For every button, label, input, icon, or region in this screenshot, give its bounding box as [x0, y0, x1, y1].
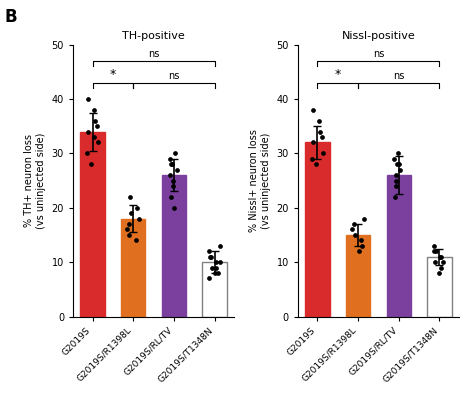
- Point: [318, 134, 326, 140]
- Point: [217, 243, 224, 249]
- Point: [166, 172, 173, 178]
- Point: [84, 128, 92, 135]
- Point: [215, 270, 222, 276]
- Bar: [305, 142, 329, 316]
- Point: [206, 275, 213, 282]
- Point: [356, 248, 363, 255]
- Point: [172, 150, 179, 156]
- Point: [171, 205, 178, 211]
- Point: [212, 259, 219, 265]
- Point: [351, 232, 358, 238]
- Point: [166, 156, 174, 162]
- Point: [315, 117, 322, 124]
- Point: [91, 117, 99, 124]
- Point: [437, 265, 445, 271]
- Point: [211, 270, 219, 276]
- Point: [350, 221, 358, 227]
- Point: [126, 194, 134, 200]
- Bar: [162, 175, 186, 316]
- Point: [127, 210, 135, 216]
- Point: [358, 243, 366, 249]
- Point: [134, 205, 141, 211]
- Text: B: B: [5, 8, 18, 26]
- Point: [394, 150, 401, 156]
- Point: [126, 221, 133, 227]
- Point: [360, 215, 367, 222]
- Point: [432, 259, 439, 265]
- Text: ns: ns: [168, 71, 180, 81]
- Point: [393, 161, 401, 168]
- Point: [392, 172, 400, 178]
- Point: [430, 243, 438, 249]
- Point: [83, 150, 91, 156]
- Point: [168, 161, 175, 168]
- Point: [207, 253, 214, 260]
- Point: [308, 156, 316, 162]
- Point: [84, 96, 92, 102]
- Point: [392, 177, 400, 184]
- Point: [90, 107, 98, 113]
- Bar: [81, 132, 105, 316]
- Point: [316, 128, 324, 135]
- Point: [170, 177, 177, 184]
- Point: [439, 259, 447, 265]
- Bar: [427, 257, 452, 316]
- Text: ns: ns: [148, 49, 159, 59]
- Point: [391, 156, 398, 162]
- Bar: [386, 175, 411, 316]
- Point: [168, 194, 175, 200]
- Text: *: *: [110, 68, 116, 81]
- Y-axis label: % Nissl+ neuron loss
(vs uninjected side): % Nissl+ neuron loss (vs uninjected side…: [249, 129, 271, 232]
- Point: [430, 248, 438, 255]
- Point: [310, 107, 317, 113]
- Point: [357, 237, 365, 243]
- Point: [94, 139, 102, 146]
- Point: [169, 183, 177, 189]
- Point: [391, 194, 399, 200]
- Point: [348, 226, 356, 233]
- Text: ns: ns: [393, 71, 404, 81]
- Point: [432, 248, 439, 255]
- Point: [212, 265, 220, 271]
- Point: [395, 161, 403, 168]
- Point: [206, 253, 214, 260]
- Point: [93, 123, 101, 129]
- Point: [132, 237, 140, 243]
- Point: [173, 166, 181, 173]
- Point: [169, 161, 176, 168]
- Point: [392, 183, 400, 189]
- Title: Nissl-positive: Nissl-positive: [342, 31, 415, 41]
- Point: [436, 253, 443, 260]
- Point: [124, 226, 131, 233]
- Point: [205, 248, 213, 255]
- Point: [319, 150, 327, 156]
- Point: [90, 134, 98, 140]
- Bar: [121, 219, 146, 316]
- Title: TH-positive: TH-positive: [122, 31, 185, 41]
- Point: [126, 232, 133, 238]
- Point: [435, 270, 443, 276]
- Text: ns: ns: [373, 49, 384, 59]
- Text: *: *: [335, 68, 341, 81]
- Y-axis label: % TH+ neuron loss
(vs uninjected side): % TH+ neuron loss (vs uninjected side): [25, 132, 46, 229]
- Point: [310, 139, 317, 146]
- Bar: [202, 262, 227, 316]
- Point: [135, 215, 143, 222]
- Point: [312, 161, 319, 168]
- Point: [209, 265, 216, 271]
- Point: [217, 259, 224, 265]
- Bar: [346, 235, 370, 316]
- Point: [437, 253, 445, 260]
- Point: [396, 166, 404, 173]
- Point: [87, 161, 95, 168]
